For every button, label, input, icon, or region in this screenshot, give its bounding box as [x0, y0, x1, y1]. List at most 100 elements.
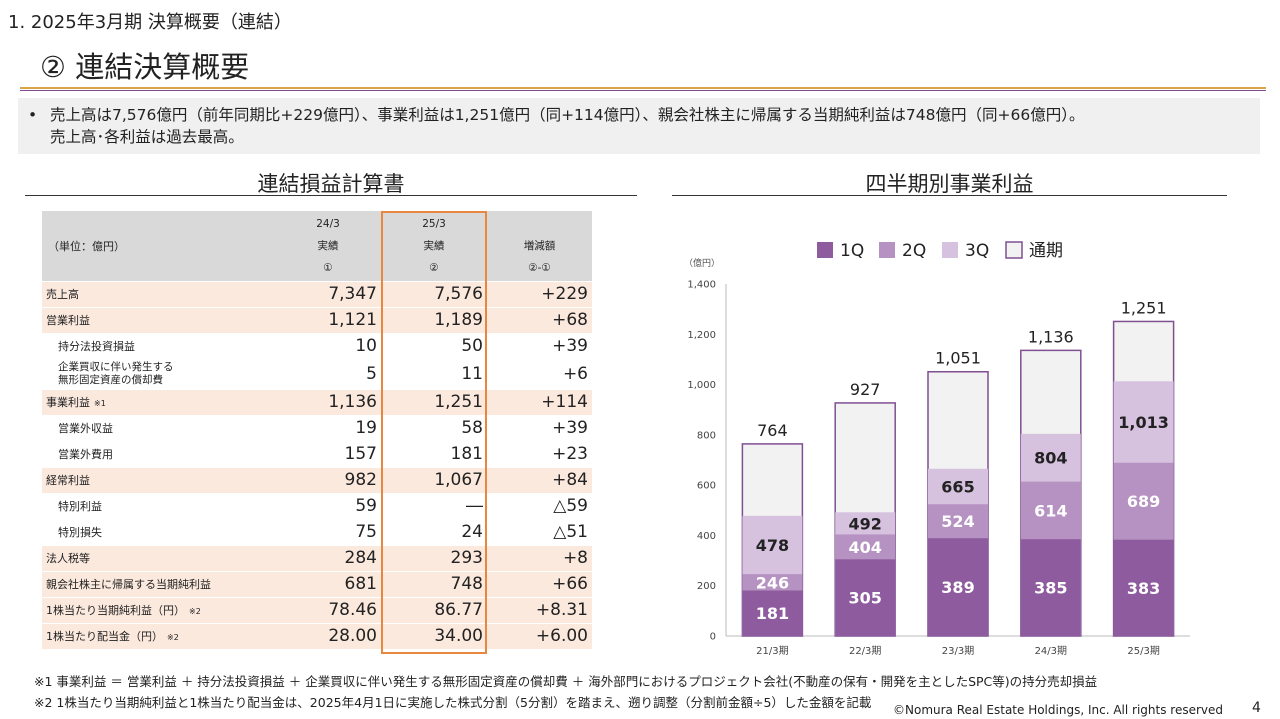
data-label-3q: 804 [1034, 449, 1067, 468]
row-note: ※1 [94, 399, 106, 408]
bar-1q [928, 538, 988, 636]
y-tick-label: 0 [710, 632, 716, 643]
x-tick-label: 21/3期 [756, 645, 788, 657]
row-value-diff: +39 [487, 333, 592, 360]
row-label: 営業外費用 [58, 448, 113, 461]
x-tick-label: 25/3期 [1127, 645, 1159, 657]
legend-swatch [942, 242, 958, 258]
row-label: 特別損失 [58, 526, 102, 539]
data-label-1q: 385 [1034, 579, 1067, 598]
table-row: 特別損失 75 24 △51 [42, 519, 592, 546]
summary-line-1: 売上高は7,576億円（前年同期比+229億円）、事業利益は1,251億円（同+… [50, 106, 1085, 124]
summary-line-2: 売上高･各利益は過去最高。 [50, 128, 244, 146]
col-header-diff: 増減額 ②-① [487, 211, 592, 282]
row-label: 売上高 [46, 288, 79, 301]
row-value-curr: ― [381, 493, 487, 520]
row-value-prev: 681 [275, 571, 381, 598]
data-label-2q: 404 [848, 538, 881, 557]
col-curr-mark: ② [429, 261, 439, 274]
row-label: 1株当たり配当金（円） [46, 630, 163, 643]
data-label-3q: 665 [941, 478, 974, 497]
footnote-1: ※1 事業利益 ＝ 営業利益 ＋ 持分法投資損益 ＋ 企業買収に伴い発生する無形… [34, 674, 1098, 689]
row-value-curr: 1,189 [381, 307, 487, 334]
unit-label: （単位：億円） [42, 211, 275, 282]
table-title-rule [25, 195, 637, 196]
legend-label: 3Q [965, 241, 989, 261]
table-row: 法人税等 284 293 +8 [42, 545, 592, 572]
row-value-diff: △51 [487, 519, 592, 546]
data-label-full-year: 1,136 [1028, 327, 1074, 346]
table-row: 事業利益 ※1 1,136 1,251 +114 [42, 389, 592, 416]
table-row: 営業外収益 19 58 +39 [42, 415, 592, 442]
row-value-prev: 19 [275, 415, 381, 442]
row-label: 営業利益 [46, 314, 90, 327]
x-tick-label: 24/3期 [1035, 645, 1067, 657]
data-label-full-year: 1,051 [935, 349, 981, 368]
bar-1q [1113, 539, 1174, 636]
row-value-prev: 28.00 [275, 623, 381, 650]
row-value-prev: 982 [275, 467, 381, 494]
col-header-curr: 25/3 実績 ② [381, 211, 487, 282]
data-label-full-year: 1,251 [1121, 298, 1167, 317]
footnote-2: ※2 1株当たり当期純利益と1株当たり配当金は、2025年4月1日に実施した株式… [34, 695, 872, 710]
row-label: 法人税等 [46, 552, 90, 565]
row-value-diff: +6.00 [487, 623, 592, 650]
row-value-curr: 293 [381, 545, 487, 572]
row-note: ※2 [189, 607, 201, 616]
y-tick-label: 800 [697, 430, 716, 441]
y-unit-label: （億円） [684, 257, 720, 269]
row-value-prev: 10 [275, 333, 381, 360]
row-label: 特別利益 [58, 500, 102, 513]
data-label-full-year: 764 [757, 421, 788, 440]
table-row: 1株当たり当期純利益（円） ※2 78.46 86.77 +8.31 [42, 597, 592, 624]
data-label-3q: 478 [756, 536, 789, 555]
row-value-diff: +68 [487, 307, 592, 334]
row-label: 1株当たり当期純利益（円） [46, 604, 185, 617]
legend-label: 1Q [840, 241, 864, 261]
title-rule-purple [20, 90, 1266, 91]
row-value-diff: +8 [487, 545, 592, 572]
row-label: 事業利益 [46, 396, 90, 409]
col-diff-mark: ②-① [528, 261, 551, 274]
row-value-curr: 181 [381, 441, 487, 468]
row-value-prev: 1,136 [275, 389, 381, 416]
row-value-prev: 5 [275, 359, 381, 390]
copyright: ©Nomura Real Estate Holdings, Inc. All r… [893, 703, 1223, 717]
row-value-diff: △59 [487, 493, 592, 520]
col-curr-kind: 実績 [423, 239, 445, 252]
row-label: 持分法投資損益 [58, 340, 135, 353]
col-curr-year: 25/3 [422, 217, 446, 230]
row-value-curr: 1,251 [381, 389, 487, 416]
summary-box: • 売上高は7,576億円（前年同期比+229億円）、事業利益は1,251億円（… [18, 98, 1260, 154]
col-prev-mark: ① [323, 261, 333, 274]
table-row: 売上高 7,347 7,576 +229 [42, 281, 592, 308]
table-row: 営業外費用 157 181 +23 [42, 441, 592, 468]
row-value-diff: +8.31 [487, 597, 592, 624]
table-row: 経常利益 982 1,067 +84 [42, 467, 592, 494]
data-label-1q: 181 [756, 604, 789, 623]
table-row: 企業買収に伴い発生する 無形固定資産の償却費 5 11 +6 [42, 359, 592, 390]
row-label: 経常利益 [46, 474, 90, 487]
row-note: ※2 [167, 633, 179, 642]
row-value-diff: +23 [487, 441, 592, 468]
row-value-prev: 157 [275, 441, 381, 468]
row-value-diff: +114 [487, 389, 592, 416]
row-value-curr: 7,576 [381, 281, 487, 308]
y-tick-label: 200 [697, 581, 716, 592]
table-header-row: （単位：億円） 24/3 実績 ① 25/3 実績 ② 増減額 ②-① [42, 211, 592, 282]
row-value-curr: 34.00 [381, 623, 487, 650]
page-number: 4 [1252, 700, 1261, 716]
row-value-curr: 24 [381, 519, 487, 546]
quarterly-profit-chart: （億円） 0 200 400 600 800 1,000 1,200 1,400 1Q 2Q 3Q 通期… [684, 241, 1190, 657]
legend-label: 通期 [1029, 241, 1063, 261]
legend-label: 2Q [902, 241, 926, 261]
y-tick-label: 1,000 [687, 380, 716, 391]
col-diff-year [491, 213, 588, 235]
col-diff-kind: 増減額 [523, 239, 556, 252]
row-label: 企業買収に伴い発生する [58, 361, 174, 373]
x-tick-label: 22/3期 [849, 645, 881, 657]
income-statement-table: （単位：億円） 24/3 実績 ① 25/3 実績 ② 増減額 ②-① 売上高 … [42, 211, 592, 650]
table-row: 1株当たり配当金（円） ※2 28.00 34.00 +6.00 [42, 623, 592, 650]
row-label: 営業外収益 [58, 422, 113, 435]
legend-swatch [817, 242, 833, 258]
